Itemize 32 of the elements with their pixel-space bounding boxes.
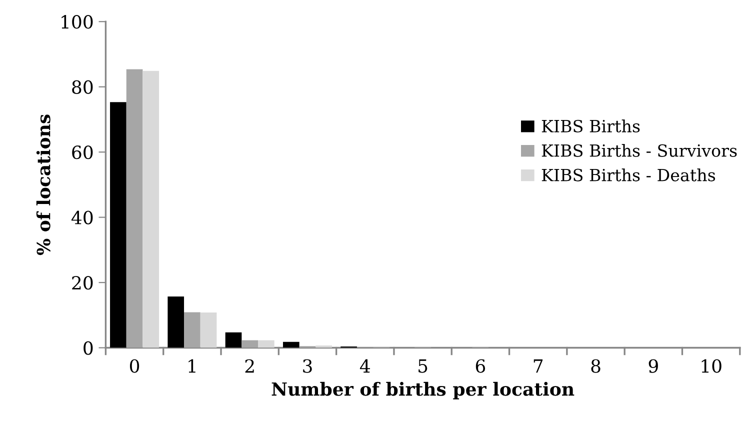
bar [258, 340, 274, 348]
bar [200, 312, 217, 348]
y-tick-label: 100 [62, 15, 93, 29]
bar [168, 296, 184, 348]
y-tick-label: 0 [84, 341, 93, 355]
x-tick-label: 5 [418, 359, 428, 373]
x-tick-label: 4 [360, 359, 370, 373]
x-tick-label: 6 [476, 359, 486, 373]
x-tick-label: 10 [702, 359, 722, 373]
bar [142, 70, 160, 348]
x-tick-label: 7 [534, 359, 543, 373]
y-tick-label: 20 [72, 276, 93, 290]
y-tick-label: 80 [72, 80, 93, 94]
x-tick-label: 3 [303, 359, 312, 373]
y-tick-label: 60 [72, 146, 93, 160]
legend-label: KIBS Births [542, 120, 640, 132]
legend-label: KIBS Births - Survivors [542, 144, 737, 157]
x-axis-title: Number of births per location [272, 382, 574, 400]
y-axis-title: % of locations [36, 114, 50, 256]
x-tick-label: 0 [130, 359, 140, 373]
y-tick-label: 40 [71, 210, 93, 224]
x-tick-label: 9 [648, 359, 658, 373]
bar [225, 332, 242, 348]
bar [184, 312, 200, 348]
x-tick-label: 2 [245, 359, 254, 373]
x-tick-label: 8 [591, 359, 600, 373]
bar [126, 69, 143, 348]
bar [242, 340, 258, 348]
bar [110, 102, 126, 348]
legend-label: KIBS Births - Deaths [542, 168, 716, 182]
x-tick-label: 1 [188, 359, 196, 373]
bar [282, 342, 300, 348]
